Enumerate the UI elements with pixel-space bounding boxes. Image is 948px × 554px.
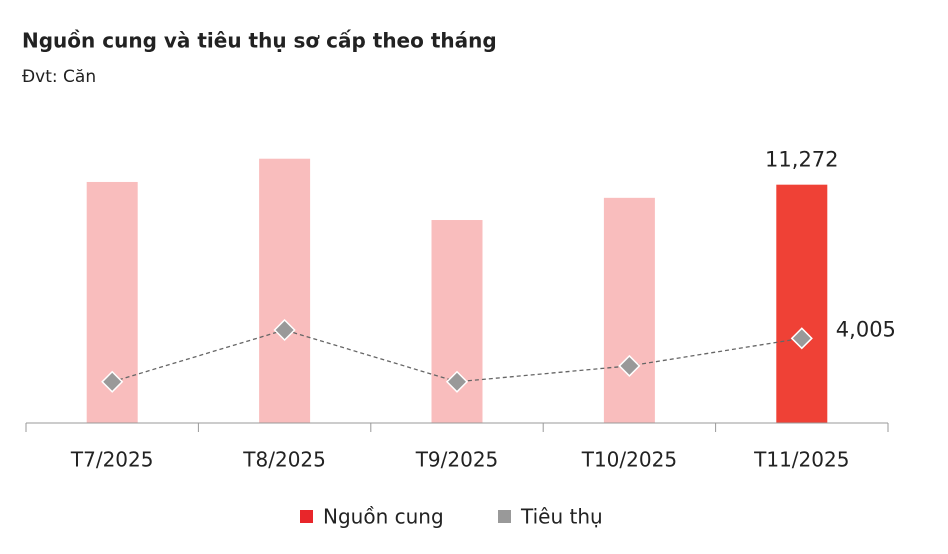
- line-marker: [445, 370, 469, 393]
- bar: [259, 158, 311, 423]
- legend-swatch: [300, 510, 313, 523]
- legend-label: Nguồn cung: [323, 505, 444, 529]
- x-tick-label: T8/2025: [242, 448, 326, 472]
- bar-value-label: 11,272: [765, 148, 838, 172]
- x-tick-label: T10/2025: [581, 448, 677, 472]
- bar: [603, 197, 655, 423]
- x-tick-label: T11/2025: [753, 448, 849, 472]
- chart-subtitle: Đvt: Căn: [22, 67, 96, 87]
- line-marker: [618, 354, 641, 377]
- legend-swatch: [498, 510, 511, 523]
- line-marker: [790, 327, 813, 350]
- legend-label: Tiêu thụ: [520, 505, 603, 529]
- chart-title: Nguồn cung và tiêu thụ sơ cấp theo tháng: [22, 29, 497, 53]
- x-tick-label: T9/2025: [415, 448, 499, 472]
- line-marker: [101, 370, 124, 393]
- x-tick-label: T7/2025: [70, 448, 154, 472]
- line-value-label: 4,005: [836, 317, 896, 341]
- bar: [776, 184, 828, 423]
- line-marker: [273, 318, 296, 342]
